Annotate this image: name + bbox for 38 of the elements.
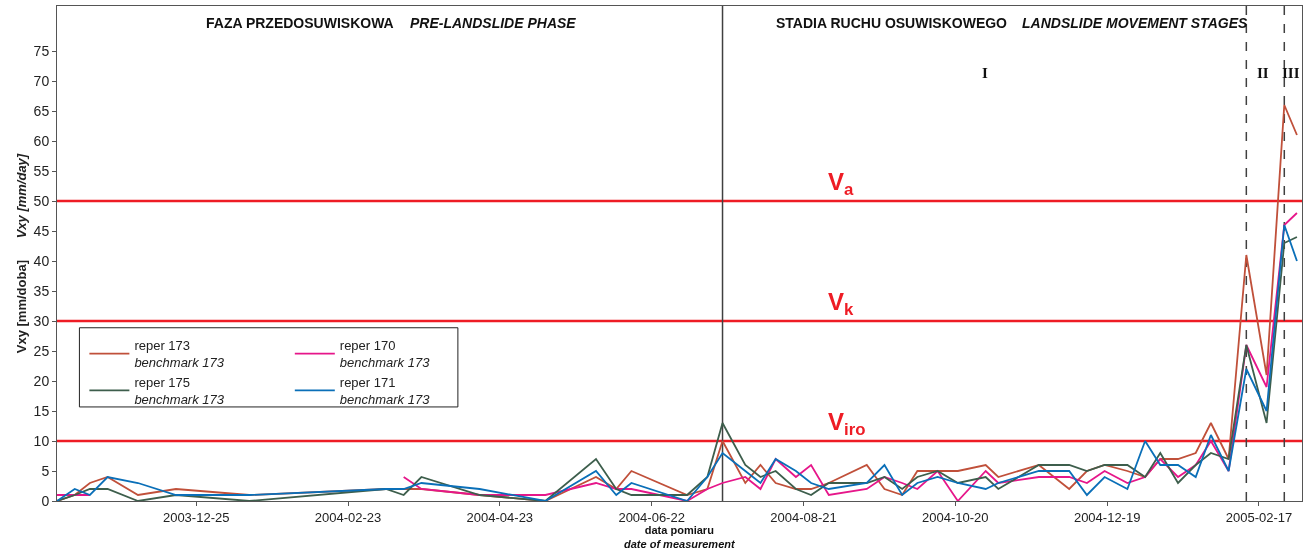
y-tick-label: 30	[33, 312, 50, 329]
y-tick-label: 45	[33, 222, 50, 239]
ref-line-label: V$_{a}$	[828, 168, 855, 200]
y-tick-label: 70	[33, 72, 50, 89]
x-tick-label: 2004-10-20	[922, 509, 989, 525]
ref-line-label: V$_{k}$	[828, 288, 855, 320]
y-tick-label: 25	[33, 342, 50, 359]
x-tick-label: 2004-12-19	[1073, 509, 1141, 525]
y-tick-label: 5	[41, 462, 50, 479]
x-tick-label: 2003-12-25	[162, 509, 230, 525]
y-tick-label: 15	[33, 402, 50, 419]
annotation: STADIA RUCHU OSUWISKOWEGO	[776, 15, 1008, 31]
annotation: LANDSLIDE MOVEMENT STAGES	[1022, 15, 1248, 31]
annotation: II	[1257, 65, 1269, 81]
ref-line-label: V$_{iro}$	[828, 408, 866, 440]
y-tick-label: 20	[33, 372, 50, 389]
x-tick-label: 2004-02-23	[314, 509, 382, 525]
legend-label: reper 171 benchmark 173	[339, 375, 431, 407]
y-tick-label: 75	[33, 42, 50, 59]
annotation: I	[982, 65, 988, 81]
y-tick-label: 60	[33, 132, 50, 149]
legend-label: reper 175 benchmark 173	[134, 375, 225, 407]
annotation: FAZA PRZEDOSUWISKOWA	[206, 15, 394, 31]
y-tick-label: 55	[33, 162, 50, 179]
x-tick-label: 2004-06-22	[618, 509, 685, 525]
x-axis-title: data pomiaru date of measurement	[624, 524, 736, 551]
y-tick-label: 0	[41, 492, 50, 509]
y-tick-label: 50	[33, 192, 50, 209]
x-tick-label: 2004-04-23	[466, 509, 534, 525]
y-tick-label: 35	[33, 282, 50, 299]
annotation: PRE-LANDSLIDE PHASE	[410, 15, 577, 31]
y-tick-label: 10	[33, 432, 50, 449]
x-tick-label: 2005-02-17	[1225, 509, 1293, 525]
text: Vxy [mm/doba] Vxy [mm/day]	[13, 153, 29, 354]
y-tick-label: 40	[33, 252, 50, 269]
y-tick-label: 65	[33, 102, 50, 119]
annotation: III	[1282, 65, 1300, 81]
x-tick-label: 2004-08-21	[770, 509, 837, 525]
